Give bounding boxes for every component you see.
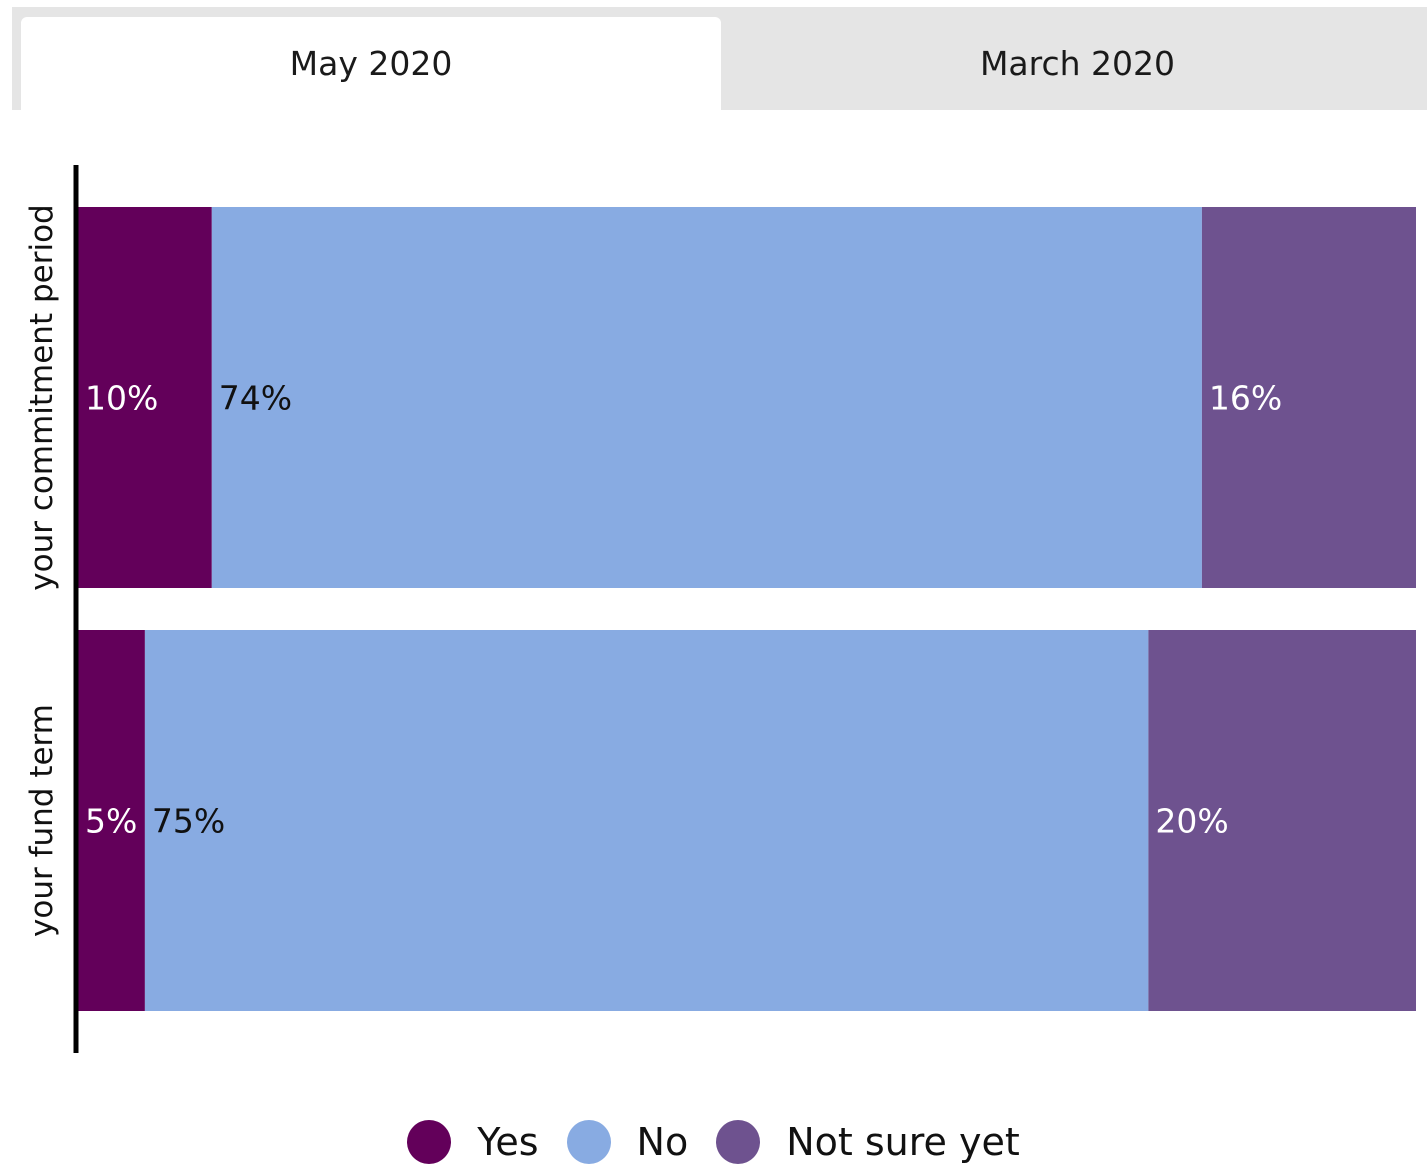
tab-bar: May 2020 March 2020 bbox=[12, 7, 1427, 110]
legend-label-no: No bbox=[636, 1120, 689, 1164]
legend-swatch-not-sure-yet bbox=[716, 1120, 761, 1164]
legend-swatch-no bbox=[566, 1120, 611, 1164]
bar-fund-term-not-sure-yet bbox=[1148, 630, 1416, 1011]
legend-item-not-sure-yet[interactable]: Not sure yet bbox=[716, 1120, 1020, 1164]
bar-commitment-period-no bbox=[211, 207, 1202, 588]
category-label-fund-term: your fund term bbox=[24, 704, 60, 937]
legend-item-no[interactable]: No bbox=[566, 1120, 689, 1164]
tab-march-2020[interactable]: March 2020 bbox=[728, 17, 1427, 110]
stacked-bar-chart: 10% 74% 16% your commitment period 5% 75% 20% y… bbox=[24, 165, 1416, 1053]
chart-legend: Yes No Not sure yet bbox=[0, 1118, 1427, 1166]
tab-may-2020[interactable]: May 2020 bbox=[21, 17, 721, 110]
bar-commitment-period-yes bbox=[78, 207, 212, 588]
data-label-fund-term-not-sure-yet: 20% bbox=[1155, 802, 1228, 841]
data-label-commitment-period-no: 74% bbox=[219, 379, 292, 418]
legend-item-yes[interactable]: Yes bbox=[407, 1120, 539, 1164]
data-label-fund-term-no: 75% bbox=[152, 802, 225, 841]
category-label-commitment-period: your commitment period bbox=[24, 204, 60, 590]
data-label-fund-term-yes: 5% bbox=[85, 802, 137, 841]
legend-label-not-sure-yet: Not sure yet bbox=[786, 1120, 1020, 1164]
bar-fund-term-no bbox=[144, 630, 1149, 1011]
bar-commitment-period-not-sure-yet bbox=[1201, 207, 1416, 588]
data-label-commitment-period-not-sure-yet: 16% bbox=[1209, 379, 1282, 418]
data-label-commitment-period-yes: 10% bbox=[85, 379, 158, 418]
legend-swatch-yes bbox=[407, 1120, 452, 1164]
bar-fund-term-yes bbox=[78, 630, 145, 1011]
legend-label-yes: Yes bbox=[477, 1120, 539, 1164]
